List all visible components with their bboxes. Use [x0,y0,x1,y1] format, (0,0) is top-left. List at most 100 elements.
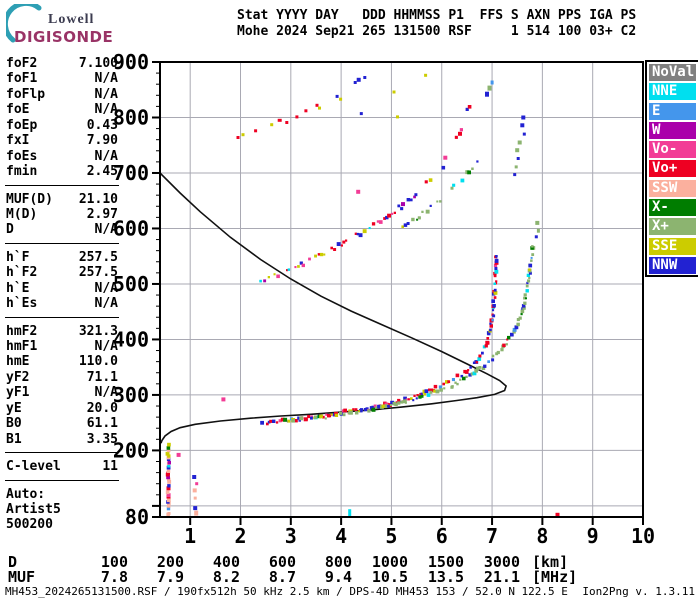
parameter-row: Auto: [6,486,46,502]
echo-type-legend: NoVal NNE E W Vo- Vo+ SSW X- X+ SSE NNW [645,60,698,277]
muf-value: 7.9 [156,568,184,586]
muf-value: 10.5 [371,568,408,586]
distance-unit: [km] [532,553,569,571]
svg-text:2: 2 [234,524,246,548]
muf-value: 8.2 [212,568,240,586]
legend-item-e: E [649,102,696,120]
distance-value: 800 [324,553,352,571]
legend-item-x_minus: X- [649,199,696,217]
svg-text:800: 800 [113,106,149,130]
svg-text:300: 300 [113,383,149,407]
svg-text:3: 3 [285,524,297,548]
parameter-row: h`F 257.5 [6,249,118,265]
svg-text:400: 400 [113,327,149,351]
muf-value: 8.7 [268,568,296,586]
status-file-info: MH453_2024265131500.RSF / 190fx512h 50 k… [5,585,568,598]
legend-item-x_plus: X+ [649,218,696,236]
true-height-profile-curve [160,172,508,444]
svg-text:5: 5 [385,524,397,548]
svg-text:1: 1 [184,524,196,548]
plot-frame [159,61,644,518]
svg-text:80: 80 [125,505,149,529]
parameter-row: M(D) 2.97 [6,206,118,222]
parameter-row: D N/A [6,222,118,238]
parameter-row: h`F2 257.5 [6,265,118,281]
legend-item-noval: NoVal [649,64,696,81]
distance-value: 200 [156,553,184,571]
parameter-panel: foF2 7.100 foF1 N/A foFlp N/A foE N/A foEp 0.43 fx… [5,56,119,533]
lowell-digisonde-logo: Lowell DIGISONDE [6,4,131,52]
panel-divider [5,479,119,481]
logo-lowell-text: Lowell [48,12,95,27]
logo-arc-icon [6,4,42,43]
header-line-1: Stat YYYY DAY DDD HHMMSS P1 FFS S AXN PP… [237,8,637,23]
parameter-row: h`Es N/A [6,296,118,312]
panel-divider [5,242,119,244]
parameter-row: yE 20.0 [6,400,118,416]
legend-item-ssw: SSW [649,179,696,197]
distance-value: 1500 [427,553,464,571]
parameter-row: foEs N/A [6,148,118,164]
parameter-row: h`E N/A [6,280,118,296]
distance-value: 3000 [483,553,520,571]
svg-text:900: 900 [113,50,149,74]
panel-divider [5,184,119,186]
legend-item-nnw: NNW [649,256,696,274]
parameter-row: hmF2 321.3 [6,323,118,339]
svg-text:9: 9 [587,524,599,548]
parameter-row: foF1 N/A [6,71,118,87]
status-bar: MH453_2024265131500.RSF / 190fx512h 50 k… [0,585,700,599]
distance-muf-table: D MUF [km] [MHz] 100 200 400 600 800 1000 1500… [0,555,700,586]
legend-item-vo_minus: Vo- [649,141,696,159]
logo-digisonde-text: DIGISONDE [14,28,114,46]
header-info: Stat YYYY DAY DDD HHMMSS P1 FFS S AXN PP… [237,8,636,40]
muf-unit: [MHz] [532,568,578,586]
panel-divider [5,316,119,318]
legend-item-sse: SSE [649,237,696,255]
svg-text:6: 6 [436,524,448,548]
muf-row-label: MUF [8,568,36,586]
distance-value: 1000 [371,553,408,571]
parameter-row: B0 61.1 [6,416,118,432]
distance-value: 600 [268,553,296,571]
parameter-row: yF2 71.1 [6,369,118,385]
muf-value: 21.1 [483,568,520,586]
muf-value: 13.5 [427,568,464,586]
parameter-row: C-level 11 [6,459,118,475]
plot-grid [160,61,644,517]
parameter-row: foFlp N/A [6,86,118,102]
parameter-row: Artist5 [6,501,61,517]
echo-dots [165,73,560,517]
parameter-row: MUF(D) 21.10 [6,191,118,207]
svg-text:200: 200 [113,438,149,462]
muf-value: 7.8 [100,568,128,586]
muf-value: 9.4 [324,568,352,586]
svg-text:8: 8 [536,524,548,548]
parameter-row: 500200 [6,517,53,533]
parameter-row: B1 3.35 [6,431,118,447]
parameter-row: yF1 N/A [6,385,118,401]
svg-text:7: 7 [486,524,498,548]
parameter-row: fmin 2.45 [6,164,118,180]
parameter-row: hmF1 N/A [6,339,118,354]
panel-divider [5,452,119,454]
axis-labels: 1 2 3 4 5 6 7 8 9 10 900 800 700 600 500 400 300 200 80 [113,50,655,548]
svg-text:700: 700 [113,161,149,185]
status-version: Ion2Png v. 1.3.11 [582,585,695,598]
legend-item-w: W [649,121,696,139]
parameter-row: fxI 7.90 [6,133,118,149]
svg-text:4: 4 [335,524,347,548]
parameter-row: hmE 110.0 [6,354,118,370]
legend-item-vo_plus: Vo+ [649,160,696,178]
svg-text:10: 10 [631,524,655,548]
axis-ticks [152,61,644,525]
distance-value: 400 [212,553,240,571]
parameter-row: foE N/A [6,102,118,118]
distance-value: 100 [100,553,128,571]
parameter-row: foEp 0.43 [6,117,118,133]
svg-text:500: 500 [113,272,149,296]
distance-row-label: D [8,553,18,571]
svg-text:600: 600 [113,217,149,241]
parameter-row: foF2 7.100 [6,56,118,71]
